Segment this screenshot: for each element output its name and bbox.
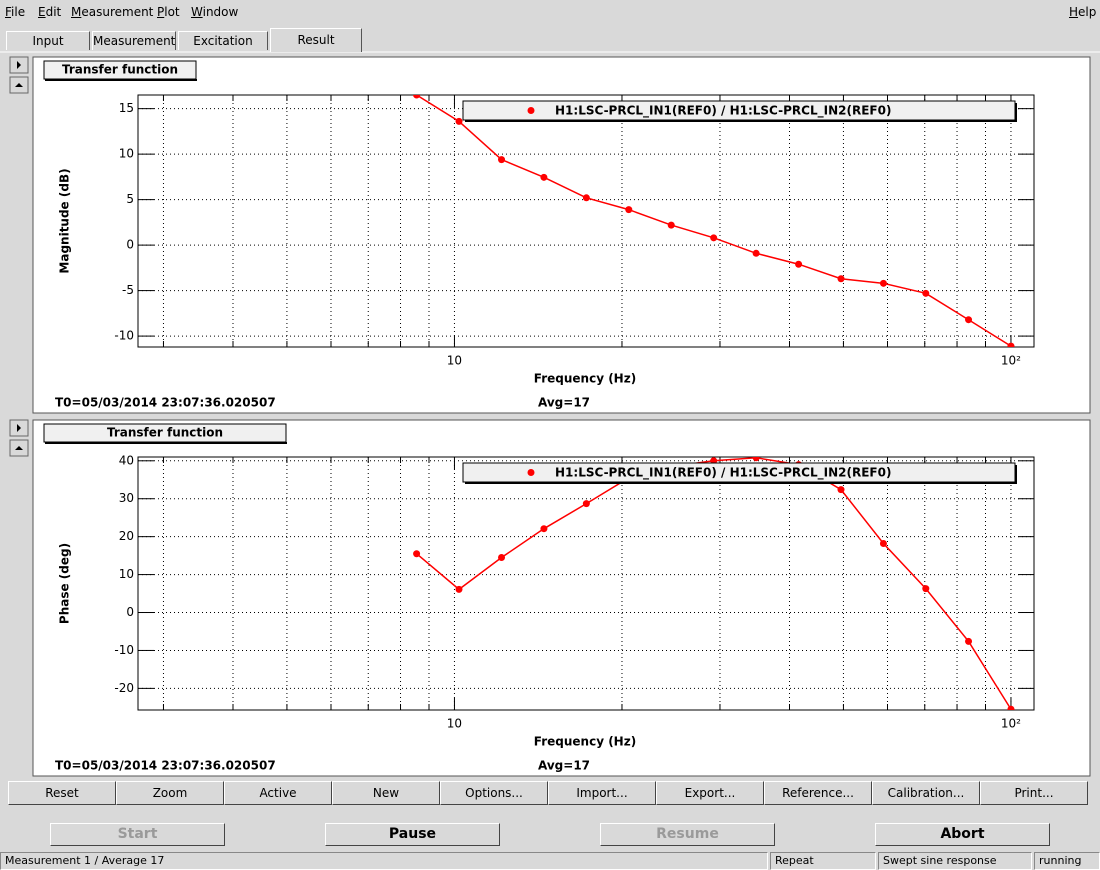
toolbar-button[interactable]: Import... (548, 781, 656, 805)
y-tick-label: 10 (119, 147, 134, 161)
data-point (837, 275, 845, 283)
legend-marker (527, 469, 535, 476)
status-field: Measurement 1 / Average 17 (0, 852, 768, 870)
tab[interactable]: Input (6, 31, 90, 50)
panel-title: Transfer function (107, 426, 223, 440)
avg-label: Avg=17 (538, 396, 590, 410)
data-point (413, 550, 421, 558)
toolbar-button[interactable]: Reset (8, 781, 116, 805)
y-tick-label: 20 (119, 529, 134, 543)
control-button: Resume (600, 823, 775, 846)
data-point (498, 554, 506, 562)
menu-item[interactable]: Edit (38, 5, 62, 19)
toolbar-button[interactable]: Active (224, 781, 332, 805)
data-point (879, 279, 887, 287)
series (413, 95, 1015, 347)
y-tick-label: 5 (126, 192, 134, 206)
y-tick-label: 40 (119, 453, 134, 467)
y-axis-label: Magnitude (dB) (58, 168, 72, 273)
y-tick-label: 10 (119, 567, 134, 581)
x-axis-label: Frequency (Hz) (534, 735, 636, 749)
toolbar-button[interactable]: Print... (980, 781, 1088, 805)
status-field: Repeat (770, 852, 876, 870)
x-tick-label: 10² (1001, 354, 1021, 368)
data-point (1007, 705, 1015, 710)
y-axis-label: Phase (deg) (58, 543, 72, 624)
data-point (1007, 342, 1015, 347)
y-tick-label: 0 (126, 238, 134, 252)
legend-marker (527, 107, 535, 114)
tab[interactable]: Excitation (178, 31, 268, 50)
x-tick-label: 10 (447, 717, 462, 731)
menu-item[interactable]: Plot (157, 5, 180, 19)
data-point (667, 221, 675, 229)
y-tick-label: 30 (119, 491, 134, 505)
toolbar-button[interactable]: Export... (656, 781, 764, 805)
data-point (582, 500, 590, 508)
status-field: running (1034, 852, 1100, 870)
toolbar-button[interactable]: Reference... (764, 781, 872, 805)
data-point (837, 486, 845, 494)
data-point (540, 525, 548, 533)
plot-frame (137, 456, 1035, 711)
data-point (922, 289, 930, 297)
panel-title: Transfer function (62, 63, 178, 77)
x-tick-label: 10² (1001, 717, 1021, 731)
toolbar-button[interactable]: Calibration... (872, 781, 980, 805)
menu-item[interactable]: Window (191, 5, 239, 19)
menu-item[interactable]: Help (1069, 5, 1097, 19)
tab[interactable]: Result (270, 28, 362, 52)
data-point (879, 539, 887, 547)
data-point (752, 457, 760, 462)
legend-label: H1:LSC-PRCL_IN1(REF0) / H1:LSC-PRCL_IN2(… (555, 466, 891, 481)
control-button: Start (50, 823, 225, 846)
data-point (455, 117, 463, 125)
data-point (582, 194, 590, 202)
data-point (710, 234, 718, 242)
data-point (455, 585, 463, 593)
data-point (795, 260, 803, 268)
control-button[interactable]: Abort (875, 823, 1050, 846)
t0-label: T0=05/03/2014 23:07:36.020507 (55, 396, 276, 410)
data-point (752, 249, 760, 257)
toolbar-button[interactable]: New (332, 781, 440, 805)
menu-item[interactable]: Measurement (71, 5, 154, 19)
data-point (625, 206, 633, 214)
data-point (540, 173, 548, 181)
toolbar-button[interactable]: Options... (440, 781, 548, 805)
menu-item[interactable]: File (5, 5, 26, 19)
y-tick-label: 15 (119, 101, 134, 115)
control-button[interactable]: Pause (325, 823, 500, 846)
legend-box (462, 462, 1016, 483)
y-tick-label: -10 (114, 329, 134, 343)
data-point (498, 156, 506, 164)
panel-arrows (9, 56, 29, 457)
x-tick-label: 10 (447, 354, 462, 368)
avg-label: Avg=17 (538, 759, 590, 773)
y-tick-label: 0 (126, 605, 134, 619)
legend-label: H1:LSC-PRCL_IN1(REF0) / H1:LSC-PRCL_IN2(… (555, 104, 891, 119)
plot-frame (137, 94, 1035, 348)
data-point (413, 95, 421, 99)
data-point (965, 637, 973, 645)
tab[interactable]: Measurement (92, 31, 176, 50)
y-tick-label: -10 (114, 643, 134, 657)
menu-bar (0, 0, 1100, 25)
y-tick-label: -20 (114, 681, 134, 695)
data-point (922, 585, 930, 593)
legend-box (462, 100, 1016, 121)
y-tick-label: -5 (122, 283, 134, 297)
t0-label: T0=05/03/2014 23:07:36.020507 (55, 759, 276, 773)
x-axis-label: Frequency (Hz) (534, 372, 636, 386)
data-point (965, 316, 973, 324)
toolbar-button[interactable]: Zoom (116, 781, 224, 805)
status-field: Swept sine response (878, 852, 1032, 870)
